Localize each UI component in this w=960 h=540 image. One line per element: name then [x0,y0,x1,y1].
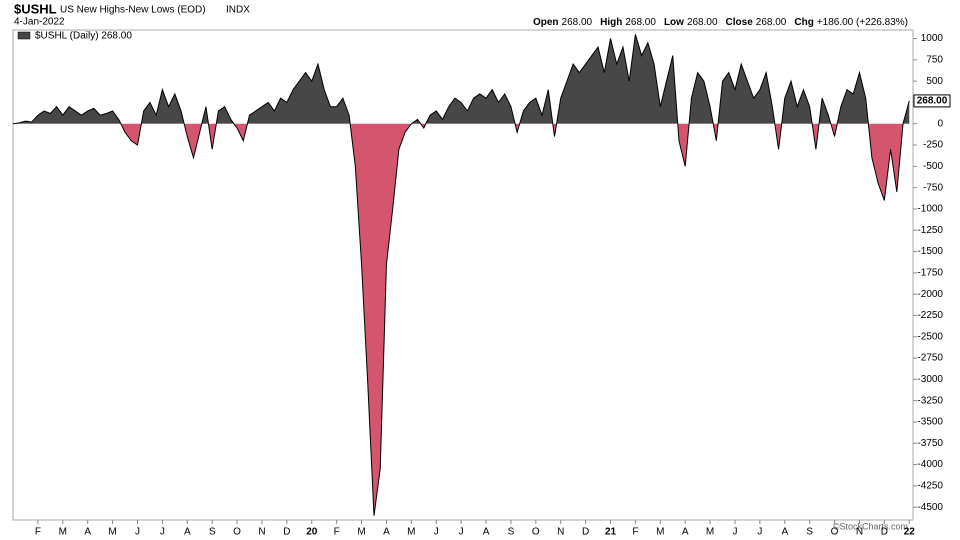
y-tick-label: -3250 [917,395,943,406]
x-tick-label: M [407,527,415,538]
exchange: INDX [226,5,250,16]
x-tick-label: 21 [605,527,617,538]
x-tick-label: F [334,527,340,538]
y-tick-label: -1250 [917,225,943,236]
y-tick-label: 500 [926,76,943,87]
x-tick-label: A [383,527,390,538]
last-value-label: 268.00 [917,96,948,107]
x-tick-label: A [84,527,91,538]
y-tick-label: -4000 [917,459,943,470]
x-tick-label: J [732,527,737,538]
x-tick-label: S [508,527,515,538]
y-tick-label: -2000 [917,289,943,300]
x-tick-label: O [831,527,839,538]
y-tick-label: -1500 [917,246,943,257]
quote-value: 268.00 [756,17,787,28]
credit: ©StockCharts.com [833,521,908,531]
x-tick-label: F [35,527,41,538]
quote-label: Low [664,17,684,28]
x-tick-label: N [557,527,564,538]
x-tick-label: D [283,527,290,538]
y-tick-label: -4500 [917,502,943,513]
last-value-box [913,94,951,108]
x-tick-label: N [856,527,863,538]
x-tick-label: D [582,527,589,538]
y-tick-label: -3750 [917,438,943,449]
y-tick-label: -500 [923,161,943,172]
series-line [12,34,910,516]
y-tick-label: -2750 [917,353,943,364]
x-tick-label: A [483,527,490,538]
y-tick-label: 0 [937,118,943,129]
x-tick-label: F [632,527,638,538]
y-tick-label: -2250 [917,310,943,321]
x-tick-label: A [781,527,788,538]
x-tick-label: J [434,527,439,538]
y-tick-label: -3000 [917,374,943,385]
x-tick-label: S [209,527,216,538]
plot-frame [12,29,914,521]
quote: Open 268.00 High 268.00 Low 268.00 Close 268.00… [533,17,908,28]
x-tick-label: M [706,527,714,538]
quote-value: 268.00 [562,17,593,28]
y-tick-label: -750 [923,182,943,193]
y-tick-label: 750 [926,54,943,65]
y-tick-label: 1000 [921,33,944,44]
x-tick-label: M [59,527,67,538]
legend-swatch [17,31,31,40]
x-tick-label: 20 [306,527,318,538]
y-tick-label: -2500 [917,331,943,342]
x-tick-label: 22 [904,527,916,538]
quote-value: +186.00 (+226.83%) [817,17,908,28]
y-tick-label: -4250 [917,481,943,492]
x-tick-label: M [108,527,116,538]
x-tick-label: N [258,527,265,538]
x-tick-label: M [357,527,365,538]
symbol: $USHL [14,1,57,16]
x-tick-label: O [233,527,241,538]
quote-label: Close [726,17,754,28]
quote-value: 268.00 [687,17,718,28]
x-tick-label: D [881,527,888,538]
x-tick-label: O [532,527,540,538]
x-tick-label: J [135,527,140,538]
x-tick-label: M [656,527,664,538]
quote-value: 268.00 [625,17,656,28]
x-tick-label: J [160,527,165,538]
y-tick-label: -1000 [917,204,943,215]
x-tick-label: S [806,527,813,538]
y-tick-label: -1750 [917,268,943,279]
chart-title: US New Highs-New Lows (EOD) [60,5,206,16]
x-tick-label: J [757,527,762,538]
quote-label: High [600,17,622,28]
y-tick-label: -3500 [917,417,943,428]
legend-label: $USHL (Daily) 268.00 [35,31,132,42]
x-tick-label: J [459,527,464,538]
y-tick-label: -250 [923,140,943,151]
x-tick-label: A [184,527,191,538]
date: 4-Jan-2022 [14,17,65,28]
x-tick-label: A [682,527,689,538]
quote-label: Chg [794,17,813,28]
quote-label: Open [533,17,559,28]
